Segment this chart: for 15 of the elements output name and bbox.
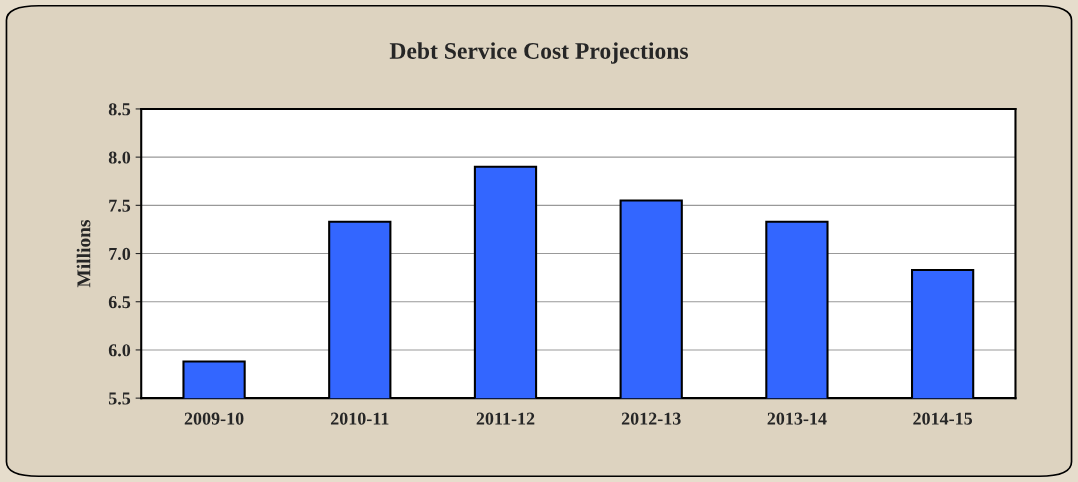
x-tick-label: 2011-12 [476, 412, 535, 425]
y-tick-label: 8.0 [108, 151, 131, 164]
x-tick-label: 2009-10 [184, 412, 244, 425]
y-tick-label: 7.5 [109, 199, 131, 212]
x-tick-label: 2012-13 [621, 412, 681, 425]
x-tick-label: 2013-14 [767, 412, 827, 425]
y-tick-label: 5.5 [108, 392, 131, 405]
y-tick-label: 8.5 [108, 103, 131, 116]
y-tick-label: 7.0 [109, 247, 131, 261]
y-axis-title: Millions [76, 219, 91, 288]
x-tick-label: 2014-15 [913, 412, 973, 425]
y-tick-label: 6.5 [108, 296, 131, 309]
chart-title: Debt Service Cost Projections [389, 42, 689, 64]
x-tick-label: 2010-11 [330, 412, 389, 425]
y-tick-label: 6.0 [108, 344, 131, 357]
